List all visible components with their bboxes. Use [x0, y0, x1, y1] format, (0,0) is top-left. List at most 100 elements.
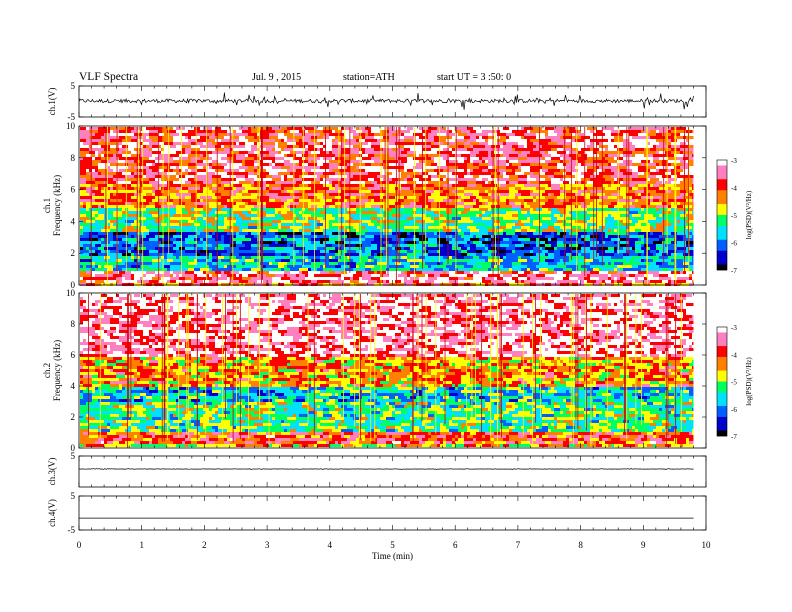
spectrogram-cell: [344, 193, 347, 196]
spectrogram-cell: [335, 253, 341, 256]
spectrogram-cell: [251, 241, 260, 244]
spectrogram-cell: [242, 148, 251, 151]
spectrogram-cell: [521, 139, 527, 142]
spectrogram-cell: [467, 244, 470, 247]
spectrogram-cell: [170, 208, 173, 211]
spectrogram-cell: [458, 169, 464, 172]
spectrogram-cell: [104, 142, 110, 145]
spectrogram-cell: [479, 232, 488, 235]
spectrogram-cell: [578, 208, 587, 211]
spectrogram-cell: [215, 202, 221, 205]
spectrogram-cell: [512, 205, 521, 208]
spectrogram-cell: [290, 157, 293, 160]
spectrogram-cell: [443, 142, 449, 145]
spectrogram-cell: [425, 145, 428, 148]
spectrogram-cell: [569, 265, 578, 268]
spectrogram-cell: [176, 211, 182, 214]
spectrogram-cell: [566, 169, 575, 172]
spectrogram-cell: [200, 247, 203, 250]
spectrogram-cell: [95, 193, 104, 196]
spectrogram-cell: [485, 145, 491, 148]
spectrogram-cell: [326, 154, 335, 157]
spectrogram-cell: [557, 148, 563, 151]
spectrogram-cell: [437, 151, 443, 154]
spectrogram-cell: [317, 220, 320, 223]
spectrogram-cell: [668, 130, 671, 133]
spectrogram-cell: [431, 262, 437, 265]
spectrogram-cell: [449, 169, 455, 172]
spectrogram-cell: [101, 265, 104, 268]
spectrogram-cell: [143, 172, 146, 175]
spectrogram-cell: [689, 172, 694, 175]
spectrogram-cell: [467, 211, 473, 214]
spectrogram-cell: [344, 217, 350, 220]
spectrogram-cell: [191, 229, 194, 232]
spectrogram-cell: [437, 226, 443, 229]
spectrogram-cell: [656, 217, 665, 220]
spectrogram-cell: [611, 229, 614, 232]
spectrogram-cell: [623, 253, 629, 256]
spectrogram-cell: [197, 232, 200, 235]
spectrogram-cell: [260, 127, 266, 130]
spectrogram-cell: [431, 202, 437, 205]
spectrogram-cell: [236, 157, 245, 160]
spectrogram-cell: [242, 223, 248, 226]
spectrogram-cell: [425, 160, 434, 163]
spectrogram-cell: [686, 232, 689, 235]
spectrogram-cell: [98, 175, 104, 178]
spectrogram-cell: [245, 142, 254, 145]
spectrogram-cell: [677, 178, 683, 181]
spectrogram-cell: [371, 163, 380, 166]
spectrogram-cell: [650, 169, 656, 172]
spectrogram-cell: [644, 214, 653, 217]
spectrogram-cell: [527, 259, 533, 262]
spectrogram-cell: [425, 205, 428, 208]
spectrogram-cell: [569, 244, 578, 247]
spectrogram-cell: [239, 229, 242, 232]
spectrogram-cell: [290, 151, 296, 154]
spectrogram-cell: [80, 148, 89, 151]
spectrogram-cell: [503, 241, 509, 244]
spectrogram-cell: [602, 229, 608, 232]
spectrogram-cell: [527, 202, 533, 205]
spectrogram-cell: [341, 202, 347, 205]
spectrogram-cell: [317, 142, 320, 145]
spectrogram-cell: [596, 244, 605, 247]
spectrogram-cell: [260, 151, 266, 154]
spectrogram-cell: [644, 154, 647, 157]
spectrogram-cell: [92, 211, 98, 214]
spectrogram-cell: [263, 265, 266, 268]
spectrogram-cell: [254, 169, 257, 172]
spectrogram-cell: [641, 136, 650, 139]
spectrogram-cell: [665, 205, 668, 208]
spectrogram-cell: [677, 253, 683, 256]
spectrogram-cell: [521, 211, 527, 214]
spectrogram-cell: [305, 250, 308, 253]
spectrogram-cell: [572, 259, 575, 262]
spectrogram-cell: [125, 136, 131, 139]
spectrogram-cell: [617, 157, 623, 160]
spectrogram-cell: [662, 148, 671, 151]
spectrogram-cell: [182, 142, 191, 145]
spectrogram-cell: [581, 244, 590, 247]
spectrogram-cell: [128, 145, 137, 148]
spectrogram-cell: [581, 265, 590, 268]
spectrogram-cell: [512, 190, 518, 193]
spectrogram-cell: [638, 184, 647, 187]
spectrogram-cell: [620, 238, 626, 241]
spectrogram-cell: [185, 217, 191, 220]
spectrogram-cell: [410, 202, 416, 205]
spectrogram-cell: [140, 148, 149, 151]
spectrogram-cell: [215, 232, 224, 235]
spectrogram-cell: [284, 202, 290, 205]
spectrogram-cell: [341, 235, 347, 238]
spectrogram-cell: [392, 151, 395, 154]
spectrogram-cell: [80, 178, 86, 181]
spectrogram-cell: [458, 160, 464, 163]
spectrogram-cell: [530, 151, 539, 154]
spectrogram-cell: [383, 199, 386, 202]
spectrogram-cell: [335, 247, 341, 250]
spectrogram-cell: [290, 136, 299, 139]
spectrogram-cell: [629, 127, 638, 130]
spectrogram-cell: [350, 265, 356, 268]
